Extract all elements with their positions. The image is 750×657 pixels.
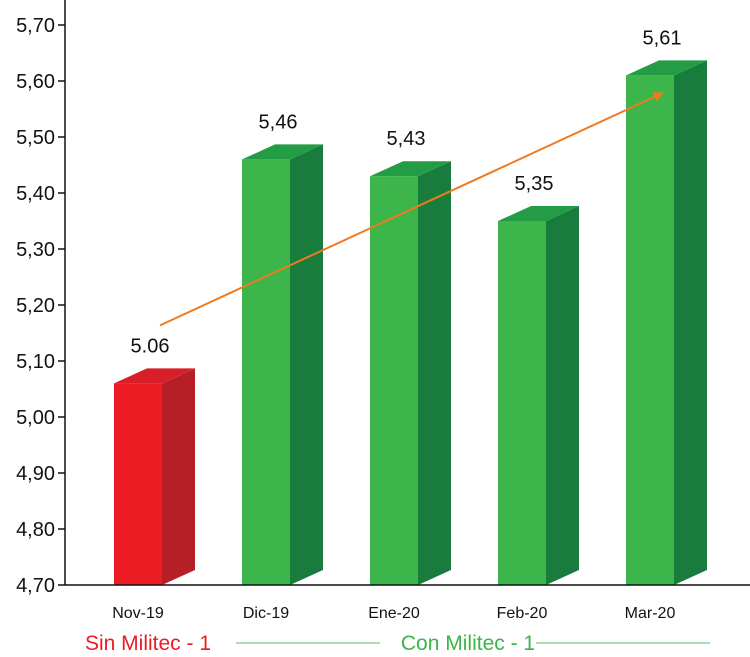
y-tick-label: 5,50 bbox=[16, 127, 55, 149]
y-tick-label: 5,60 bbox=[16, 71, 55, 93]
category-label: Mar-20 bbox=[625, 605, 676, 622]
y-axis: 4,70 4,80 4,90 5,00 5,10 5,20 5,30 5,40 5,50 5,60… bbox=[16, 0, 66, 597]
category-label: Ene-20 bbox=[368, 605, 420, 622]
category-label: Nov-19 bbox=[112, 605, 164, 622]
bar-front bbox=[626, 75, 674, 586]
x-axis: Nov-19 Dic-19 Ene-20 Feb-20 Mar-20 bbox=[65, 584, 750, 622]
y-tick-label: 5,70 bbox=[16, 15, 55, 37]
bar-nov-19 bbox=[114, 368, 195, 585]
bar-side bbox=[674, 60, 707, 585]
y-tick-label: 4,70 bbox=[16, 575, 55, 597]
bar-ene-20 bbox=[370, 161, 451, 585]
group-1: Con Militec - 1 bbox=[236, 626, 710, 656]
bar-front bbox=[114, 383, 162, 585]
bar-feb-20 bbox=[498, 206, 579, 585]
category-label: Feb-20 bbox=[497, 605, 548, 622]
data-label: 5.06 bbox=[131, 335, 170, 357]
data-label: 5,35 bbox=[515, 173, 554, 195]
bar-top bbox=[626, 60, 707, 76]
bar-side bbox=[162, 368, 195, 585]
bar-front bbox=[370, 176, 418, 585]
y-tick-label: 5,10 bbox=[16, 351, 55, 373]
group-labels: Sin Militec - 1 Con Militec - 1 bbox=[85, 626, 710, 656]
data-label: 5,43 bbox=[387, 128, 426, 150]
bar-top bbox=[114, 368, 195, 384]
group-0: Sin Militec - 1 bbox=[85, 632, 211, 655]
y-tick-label: 4,80 bbox=[16, 519, 55, 541]
bar-side bbox=[418, 161, 451, 585]
group-label: Sin Militec - 1 bbox=[85, 632, 211, 655]
bar-side bbox=[290, 144, 323, 585]
trend-arrow-line bbox=[159, 92, 664, 327]
y-tick-label: 5,30 bbox=[16, 239, 55, 261]
category-label: Dic-19 bbox=[243, 605, 289, 622]
group-label-backing bbox=[380, 626, 536, 656]
bar-top bbox=[370, 161, 451, 177]
bar-front bbox=[242, 159, 290, 585]
bar-front bbox=[498, 221, 546, 585]
bar-side bbox=[546, 206, 579, 585]
bar-mar-20 bbox=[626, 60, 707, 586]
data-label: 5,61 bbox=[643, 27, 682, 49]
bars: 5.06 5,46 5,43 5,35 5,61 bbox=[114, 27, 707, 586]
data-label: 5,46 bbox=[259, 111, 298, 133]
y-tick-label: 5,00 bbox=[16, 407, 55, 429]
bar-top bbox=[242, 144, 323, 160]
group-label: Con Militec - 1 bbox=[401, 632, 535, 655]
bar-dic-19 bbox=[242, 144, 323, 585]
y-tick-label: 5,20 bbox=[16, 295, 55, 317]
trend-arrow bbox=[159, 92, 664, 327]
bar-top bbox=[498, 206, 579, 221]
y-tick-label: 5,40 bbox=[16, 183, 55, 205]
y-tick-label: 4,90 bbox=[16, 463, 55, 485]
